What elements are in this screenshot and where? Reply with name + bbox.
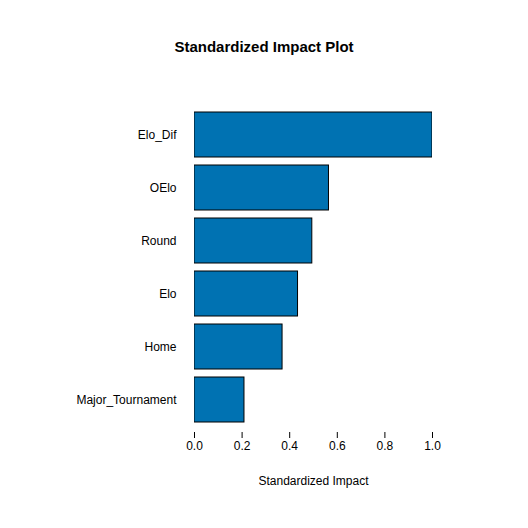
svg-text:0.8: 0.8 — [377, 439, 394, 453]
svg-text:1.0: 1.0 — [424, 439, 441, 453]
svg-text:OElo: OElo — [150, 181, 177, 195]
svg-text:0.4: 0.4 — [281, 439, 298, 453]
svg-text:0.2: 0.2 — [234, 439, 251, 453]
svg-text:Home: Home — [144, 340, 176, 354]
svg-text:Major_Tournament: Major_Tournament — [76, 393, 177, 407]
svg-text:0.6: 0.6 — [329, 439, 346, 453]
svg-text:0.0: 0.0 — [186, 439, 203, 453]
html-text:Standardized Impact Plot: Standardized Impact Plot — [174, 38, 354, 55]
svg-text:Standardized Impact: Standardized Impact — [258, 474, 369, 488]
svg-text:Elo_Dif: Elo_Dif — [138, 128, 177, 142]
svg-text:Round: Round — [141, 234, 176, 248]
svg-text:Elo: Elo — [159, 287, 177, 301]
